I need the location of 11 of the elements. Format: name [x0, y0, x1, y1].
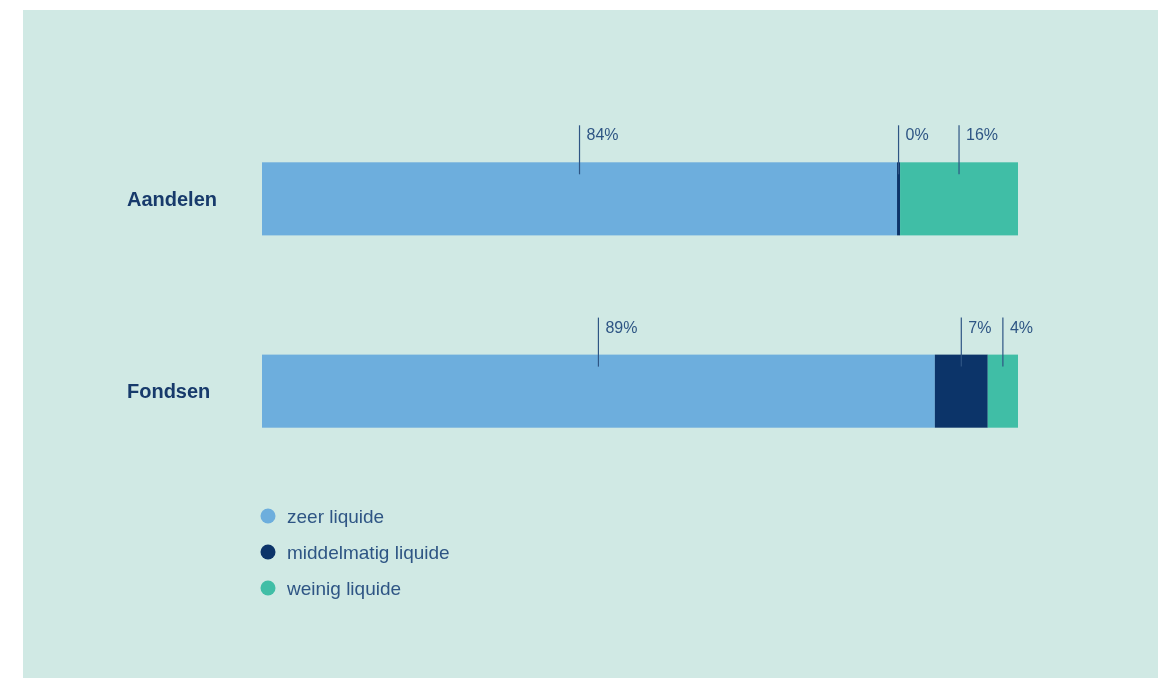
data-label: 7%	[968, 318, 992, 336]
legend-label: middelmatig liquide	[287, 542, 450, 563]
legend-label: zeer liquide	[287, 506, 385, 527]
data-label: 89%	[605, 318, 638, 336]
data-label: 84%	[586, 126, 619, 144]
data-label: 16%	[966, 126, 999, 144]
data-label: 4%	[1009, 318, 1034, 336]
y-tick-label: Aandelen	[127, 187, 218, 210]
data-label: 0%	[905, 126, 929, 144]
y-tick-label: Fondsen	[127, 380, 211, 403]
legend-label: weinig liquide	[286, 578, 402, 599]
